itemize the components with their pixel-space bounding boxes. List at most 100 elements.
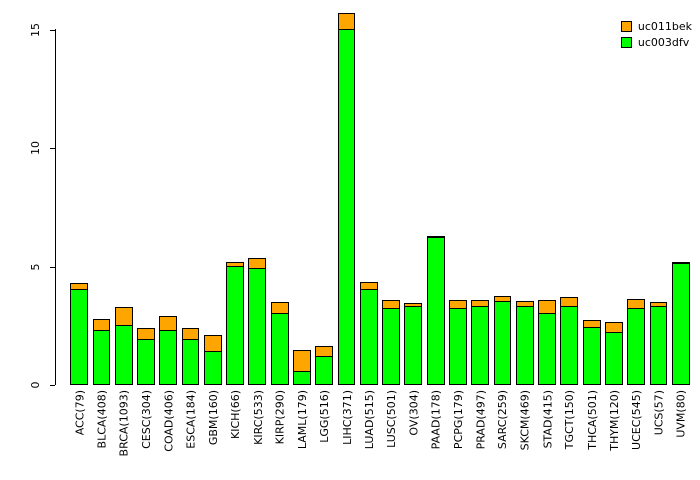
bar-segment-uc003dfv xyxy=(70,290,89,385)
stacked-bar xyxy=(449,299,467,385)
bar-segment-uc011bek xyxy=(449,299,467,310)
x-label-slot: BRCA(1093) xyxy=(113,385,135,480)
bar-segment-uc003dfv xyxy=(159,330,178,385)
x-label-slot: CESC(304) xyxy=(135,385,157,480)
bar-segment-uc003dfv xyxy=(671,264,690,385)
stacked-bar xyxy=(92,318,111,385)
legend-item-uc003dfv: uc003dfv xyxy=(620,36,692,49)
bar-segment-uc011bek xyxy=(203,335,222,352)
x-label-slot: UCS(57) xyxy=(647,385,669,480)
bar-group xyxy=(491,12,513,385)
x-label-slot: LUAD(515) xyxy=(358,385,380,480)
y-axis-tick-label: 5 xyxy=(29,263,42,270)
bar-group xyxy=(179,12,201,385)
bar-segment-uc003dfv xyxy=(493,302,512,385)
legend-swatch-uc003dfv xyxy=(620,37,632,48)
stacked-bar xyxy=(226,261,245,385)
stacked-bar xyxy=(114,306,133,385)
bar-group xyxy=(224,12,246,385)
bar-group xyxy=(135,12,157,385)
x-axis-tick-label: GBM(160) xyxy=(206,390,220,446)
stacked-bar xyxy=(359,281,378,385)
y-axis-tick-label: 15 xyxy=(29,22,42,37)
x-label-slot: OV(304) xyxy=(402,385,424,480)
bar-segment-uc011bek xyxy=(159,316,178,331)
x-axis-tick-label: LGG(516) xyxy=(318,390,332,443)
x-axis-tick-label: UVM(80) xyxy=(674,390,688,438)
bar-group xyxy=(269,12,291,385)
bar-segment-uc003dfv xyxy=(359,290,378,385)
bar-group xyxy=(670,12,692,385)
x-label-slot: TGCT(150) xyxy=(558,385,580,480)
bar-group xyxy=(335,12,357,385)
x-axis-tick-label: TGCT(150) xyxy=(563,390,577,450)
bar-segment-uc011bek xyxy=(226,261,245,267)
bar-segment-uc011bek xyxy=(114,306,133,326)
stacked-bar xyxy=(604,322,623,385)
x-label-slot: UCEC(545) xyxy=(625,385,647,480)
bar-group xyxy=(469,12,491,385)
bar-group xyxy=(402,12,424,385)
x-axis-tick-label: STAD(415) xyxy=(541,390,555,449)
x-axis-tick-label: SARC(259) xyxy=(496,390,510,450)
x-label-slot: ACC(79) xyxy=(68,385,90,480)
y-axis-tick-label: 10 xyxy=(29,141,42,155)
x-label-slot: PCPG(179) xyxy=(447,385,469,480)
x-axis-tick-label: SKCM(469) xyxy=(518,390,532,451)
x-label-slot: LUSC(501) xyxy=(380,385,402,480)
bar-segment-uc011bek xyxy=(382,299,400,310)
x-axis-tick-label: ACC(79) xyxy=(73,390,87,436)
bar-segment-uc003dfv xyxy=(315,356,334,385)
bar-group xyxy=(157,12,179,385)
y-axis-tick xyxy=(50,148,55,149)
x-axis-tick-label: PRAD(497) xyxy=(474,390,488,450)
bar-segment-uc003dfv xyxy=(181,340,200,385)
y-axis-tick xyxy=(50,385,55,386)
x-label-slot: STAD(415) xyxy=(536,385,558,480)
bar-segment-uc011bek xyxy=(515,300,534,307)
bar-segment-uc003dfv xyxy=(604,332,623,385)
y-axis-tick-label: 0 xyxy=(29,381,42,389)
bar-group xyxy=(291,12,313,385)
stacked-bar xyxy=(337,12,356,385)
x-axis-tick-label: LIHC(371) xyxy=(340,390,354,445)
legend-swatch-uc011bek xyxy=(620,21,632,32)
stacked-bar xyxy=(248,258,267,385)
bar-group xyxy=(313,12,335,385)
x-label-slot: COAD(406) xyxy=(157,385,179,480)
x-axis-tick-label: CESC(304) xyxy=(139,390,153,449)
stacked-bar xyxy=(70,283,89,385)
bar-segment-uc011bek xyxy=(248,258,267,269)
bar-segment-uc011bek xyxy=(337,12,356,30)
legend-label-uc003dfv: uc003dfv xyxy=(637,36,690,49)
bar-group xyxy=(625,12,647,385)
bar-segment-uc011bek xyxy=(493,296,512,302)
bar-segment-uc011bek xyxy=(560,297,579,307)
bar-segment-uc003dfv xyxy=(538,313,556,385)
stacked-bar xyxy=(293,349,311,385)
bar-group xyxy=(647,12,669,385)
bar-segment-uc003dfv xyxy=(582,328,601,385)
x-axis-tick-label: LUAD(515) xyxy=(362,390,376,450)
x-label-slot: KIRC(533) xyxy=(246,385,268,480)
bar-segment-uc011bek xyxy=(582,319,601,329)
x-axis-tick-label: THCA(501) xyxy=(585,390,599,450)
stacked-bar xyxy=(671,261,690,385)
bar-group xyxy=(447,12,469,385)
x-label-slot: THYM(120) xyxy=(603,385,625,480)
stacked-bar xyxy=(426,235,445,385)
bar-segment-uc011bek xyxy=(671,261,690,265)
bar-group xyxy=(558,12,580,385)
stacked-bar xyxy=(471,299,490,385)
bar-segment-uc003dfv xyxy=(382,309,400,385)
bar-segment-uc011bek xyxy=(426,235,445,239)
bar-segment-uc011bek xyxy=(137,328,155,340)
bar-segment-uc011bek xyxy=(315,345,334,357)
stacked-bar xyxy=(181,328,200,385)
x-label-slot: PRAD(497) xyxy=(469,385,491,480)
stacked-bar xyxy=(159,316,178,385)
bar-segment-uc011bek xyxy=(604,322,623,333)
bar-segment-uc011bek xyxy=(270,302,289,314)
stacked-bar xyxy=(315,345,334,385)
